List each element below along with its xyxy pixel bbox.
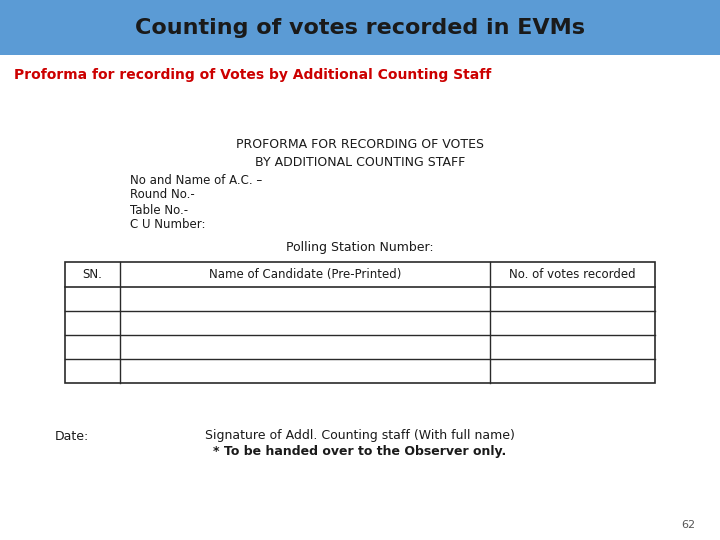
Text: Counting of votes recorded in EVMs: Counting of votes recorded in EVMs — [135, 17, 585, 37]
Text: 62: 62 — [681, 520, 695, 530]
Text: Polling Station Number:: Polling Station Number: — [286, 241, 434, 254]
Text: C U Number:: C U Number: — [130, 219, 205, 232]
Text: PROFORMA FOR RECORDING OF VOTES: PROFORMA FOR RECORDING OF VOTES — [236, 138, 484, 152]
Text: Round No.-: Round No.- — [130, 188, 194, 201]
Text: Signature of Addl. Counting staff (With full name): Signature of Addl. Counting staff (With … — [205, 429, 515, 442]
Bar — [0, 0, 720, 55]
Bar — [65, 262, 655, 383]
Text: BY ADDITIONAL COUNTING STAFF: BY ADDITIONAL COUNTING STAFF — [255, 156, 465, 168]
Text: No. of votes recorded: No. of votes recorded — [509, 268, 636, 281]
Text: Table No.-: Table No.- — [130, 204, 188, 217]
Text: Date:: Date: — [55, 429, 89, 442]
Text: SN.: SN. — [83, 268, 102, 281]
Text: * To be handed over to the Observer only.: * To be handed over to the Observer only… — [213, 446, 507, 458]
Text: No and Name of A.C. –: No and Name of A.C. – — [130, 173, 262, 186]
Text: Proforma for recording of Votes by Additional Counting Staff: Proforma for recording of Votes by Addit… — [14, 68, 491, 82]
Text: Name of Candidate (Pre-Printed): Name of Candidate (Pre-Printed) — [209, 268, 401, 281]
